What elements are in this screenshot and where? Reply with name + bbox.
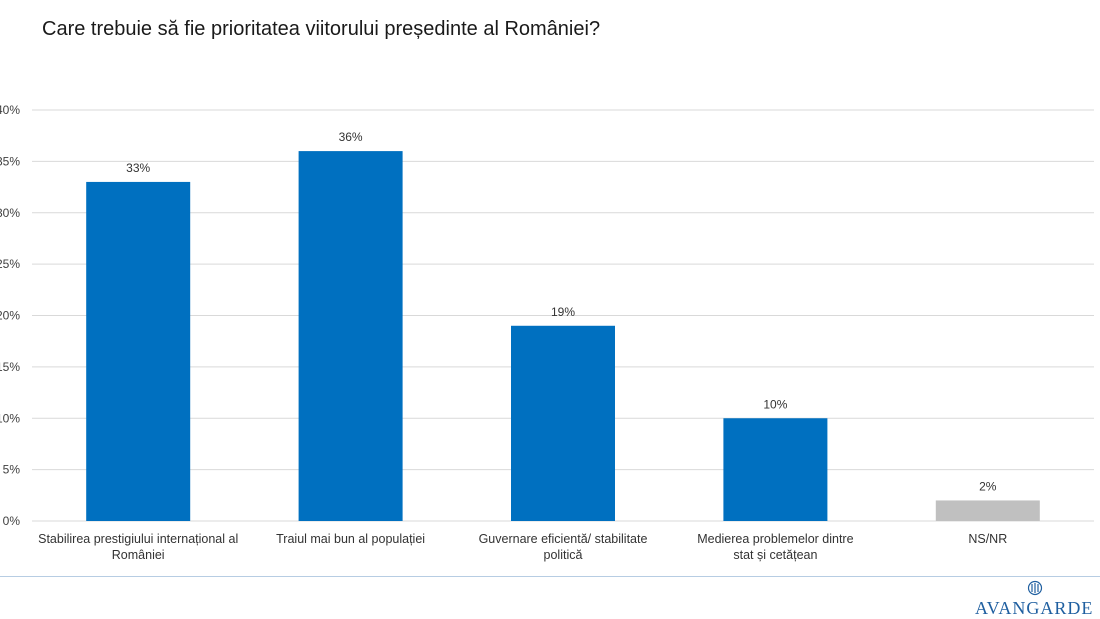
y-tick-label: 0%: [3, 514, 21, 528]
category-label: României: [112, 548, 165, 562]
bar: [86, 181, 191, 522]
y-tick-label: 35%: [0, 154, 20, 168]
category-labels: Stabilirea prestigiului internațional al…: [38, 532, 1007, 562]
bar: [935, 500, 1040, 521]
data-labels: 33% 36% 19% 10% 2%: [126, 130, 997, 493]
category-label: politică: [544, 548, 583, 562]
logo-wordmark: AVANGARDE: [975, 598, 1094, 618]
y-axis-ticks: 0% 5% 10% 15% 20% 25% 30% 35% 40%: [0, 103, 20, 528]
data-label: 2%: [979, 479, 997, 493]
y-tick-label: 10%: [0, 411, 20, 425]
category-label: Guvernare eficientă/ stabilitate: [479, 532, 648, 546]
data-label: 10%: [763, 397, 787, 411]
bars: [86, 151, 1040, 522]
bar-chart: 0% 5% 10% 15% 20% 25% 30% 35% 40% 33% 36% 19% 10% 2%…: [0, 103, 1094, 562]
pillar-building-icon: [1027, 580, 1043, 596]
category-label: NS/NR: [968, 532, 1007, 546]
category-label: Traiul mai bun al populației: [276, 532, 425, 546]
y-tick-label: 15%: [0, 360, 20, 374]
category-label: stat și cetățean: [733, 548, 817, 562]
data-label: 36%: [339, 130, 363, 144]
y-tick-label: 30%: [0, 206, 20, 220]
data-label: 33%: [126, 161, 150, 175]
bar: [723, 418, 828, 521]
y-tick-label: 25%: [0, 257, 20, 271]
data-label: 19%: [551, 305, 575, 319]
category-label: Medierea problemelor dintre: [697, 532, 853, 546]
chart-title: Care trebuie să fie prioritatea viitorul…: [42, 18, 601, 40]
y-tick-label: 40%: [0, 103, 20, 117]
y-tick-label: 20%: [0, 309, 20, 323]
y-tick-label: 5%: [3, 463, 21, 477]
footer-divider: [0, 576, 1100, 577]
category-label: Stabilirea prestigiului internațional al: [38, 532, 238, 546]
bar: [298, 151, 403, 521]
bar: [511, 325, 615, 521]
